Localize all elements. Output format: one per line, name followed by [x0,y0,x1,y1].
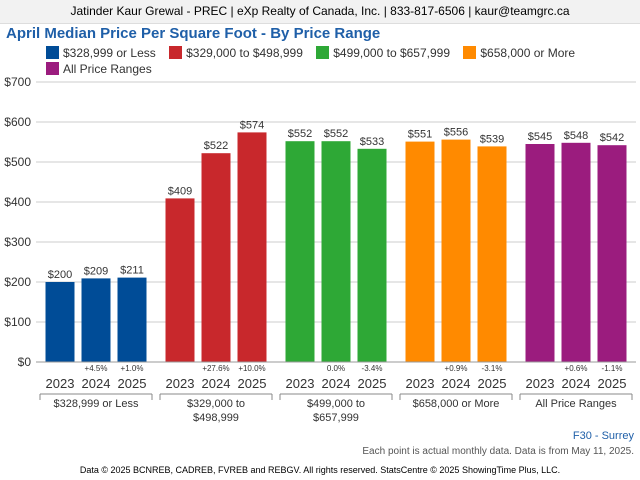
percent-change-label: +4.5% [85,364,108,373]
legend-swatch [169,46,183,59]
legend-item-group-1[interactable]: $328,999 or Less [46,45,156,61]
year-tick-label: 2025 [118,376,147,391]
bar [477,146,507,362]
chart-legend: $328,999 or Less $329,000 to $498,999 $4… [46,45,636,77]
group-axis-label: $329,000 to [187,398,245,410]
bar [201,153,231,362]
y-tick-label: $100 [4,315,31,329]
y-tick-label: $0 [18,355,32,369]
year-tick-label: 2025 [478,376,507,391]
legend-item-group-2[interactable]: $329,000 to $498,999 [169,45,303,61]
group-axis-label: $658,000 or More [413,398,500,410]
legend-label: $329,000 to $498,999 [186,46,303,60]
bar [597,145,627,362]
bar-value-label: $552 [324,128,348,140]
y-tick-label: $700 [4,75,31,89]
bar [285,141,315,362]
legend-label: $328,999 or Less [63,46,156,60]
group-axis-label: $499,000 to [307,398,365,410]
bar [405,141,435,362]
year-tick-label: 2024 [442,376,471,391]
legend-label: $499,000 to $657,999 [333,46,450,60]
bar [357,148,387,362]
bar [441,139,471,362]
year-tick-label: 2024 [82,376,111,391]
percent-change-label: +27.6% [202,364,229,373]
bar [81,278,111,362]
bar-value-label: $211 [120,265,144,277]
percent-change-label: +10.0% [238,364,265,373]
percent-change-label: -1.1% [602,364,623,373]
year-tick-label: 2025 [238,376,267,391]
percent-change-label: +0.6% [565,364,588,373]
bar [525,144,555,362]
agent-header: Jatinder Kaur Grewal - PREC | eXp Realty… [0,0,640,24]
legend-swatch [316,46,330,59]
group-axis-label: All Price Ranges [535,398,617,410]
bar-value-label: $545 [528,131,552,143]
legend-swatch [46,46,59,59]
bar [321,141,351,362]
copyright-footer: Data © 2025 BCNREB, CADREB, FVREB and RE… [79,465,561,475]
y-tick-label: $200 [4,275,31,289]
legend-item-group-4[interactable]: $658,000 or More [463,45,575,61]
bar [117,277,147,362]
year-tick-label: 2024 [562,376,591,391]
y-tick-label: $600 [4,115,31,129]
bar [45,282,75,362]
y-tick-label: $300 [4,235,31,249]
bar [561,142,591,362]
bar [165,198,195,362]
legend-swatch [463,46,477,59]
group-axis-label: $657,999 [313,412,359,424]
chart-title: April Median Price Per Square Foot - By … [6,25,381,42]
group-axis-label: $328,999 or Less [53,398,139,410]
legend-label: $658,000 or More [480,46,576,60]
bar-value-label: $548 [564,130,588,142]
group-axis-label: $498,999 [193,412,239,424]
bar-value-label: $556 [444,127,468,139]
bar-value-label: $200 [48,269,72,281]
agent-contact-line: Jatinder Kaur Grewal - PREC | eXp Realty… [70,4,570,18]
bar-value-label: $522 [204,140,228,152]
y-tick-label: $500 [4,155,31,169]
year-tick-label: 2023 [166,376,195,391]
year-tick-label: 2025 [358,376,387,391]
bar-value-label: $539 [480,133,504,145]
year-tick-label: 2024 [322,376,351,391]
legend-label: All Price Ranges [63,62,152,76]
bar-value-label: $551 [408,129,432,141]
year-tick-label: 2023 [46,376,75,391]
percent-change-label: +1.0% [121,364,144,373]
bar-chart: $0 $100 $200 $300 $400 $500 $600 $700 $200 2023 $2… [4,75,636,424]
bar-value-label: $209 [84,265,108,277]
bar-value-label: $552 [288,128,312,140]
legend-swatch [46,62,59,75]
year-tick-label: 2023 [406,376,435,391]
percent-change-label: -3.1% [482,364,503,373]
percent-change-label: +0.9% [445,364,468,373]
y-tick-label: $400 [4,195,31,209]
year-tick-label: 2023 [286,376,315,391]
year-tick-label: 2025 [598,376,627,391]
percent-change-label: 0.0% [327,364,345,373]
data-note: Each point is actual monthly data. Data … [362,446,634,457]
year-tick-label: 2023 [526,376,555,391]
region-label: F30 - Surrey [572,430,634,442]
bar [237,132,267,362]
bar-value-label: $409 [168,185,192,197]
legend-item-group-3[interactable]: $499,000 to $657,999 [316,45,450,61]
legend-item-group-5[interactable]: All Price Ranges [46,61,152,77]
bar-value-label: $574 [240,119,264,131]
bar-value-label: $533 [360,136,384,148]
year-tick-label: 2024 [202,376,231,391]
percent-change-label: -3.4% [362,364,383,373]
bar-value-label: $542 [600,132,624,144]
